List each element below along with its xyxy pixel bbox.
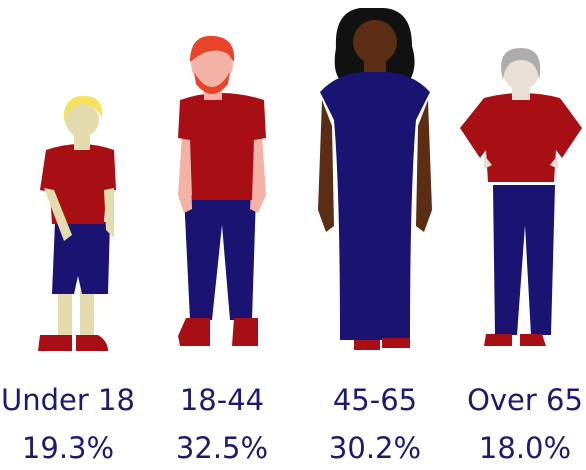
figure-adult-woman	[318, 8, 432, 350]
value-label: 32.5%	[176, 431, 268, 465]
value-label: 18.0%	[479, 431, 571, 465]
figure-senior	[460, 48, 582, 346]
category-label: Under 18	[1, 383, 135, 417]
category-label: 45-65	[333, 383, 417, 417]
chart: Under 18 19.3% 18-44 32.5% 45-65 30.2% Over 65…	[0, 0, 586, 470]
figure-child	[38, 96, 116, 351]
figure-adult-man	[178, 36, 266, 346]
value-label: 30.2%	[329, 431, 421, 465]
value-label: 19.3%	[22, 431, 114, 465]
category-label: Over 65	[467, 383, 583, 417]
category-label: 18-44	[180, 383, 264, 417]
